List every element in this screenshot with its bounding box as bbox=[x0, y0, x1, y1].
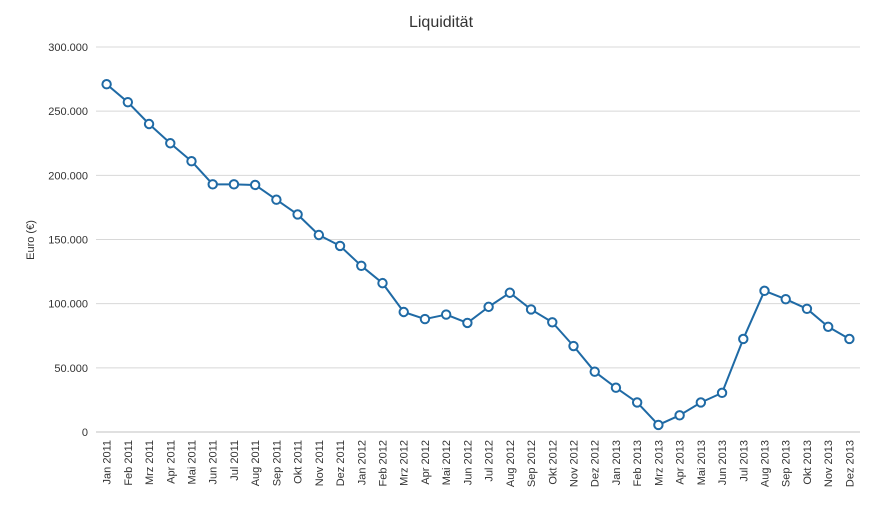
data-point[interactable] bbox=[419, 313, 431, 325]
y-tick-label: 150.000 bbox=[48, 235, 88, 247]
x-tick-label: Mai 2011 bbox=[187, 440, 199, 484]
grid-lines bbox=[96, 46, 860, 433]
y-tick-label: 100.000 bbox=[48, 299, 88, 311]
x-tick-label: Nov 2013 bbox=[823, 440, 835, 487]
x-tick-label: Jun 2013 bbox=[717, 440, 729, 485]
x-tick-label: Jan 2011 bbox=[102, 440, 114, 484]
x-tick-label: Mrz 2012 bbox=[399, 440, 411, 486]
data-point[interactable] bbox=[568, 340, 579, 352]
data-point[interactable] bbox=[547, 317, 558, 328]
y-tick-label: 50.000 bbox=[54, 363, 88, 375]
data-point[interactable] bbox=[483, 301, 494, 313]
y-tick-label: 250.000 bbox=[48, 106, 88, 118]
data-point[interactable] bbox=[844, 333, 855, 345]
x-tick-label: Sep 2011 bbox=[271, 440, 283, 486]
x-tick-label: Dez 2012 bbox=[590, 440, 602, 487]
x-tick-label: Jan 2012 bbox=[356, 440, 368, 485]
x-tick-label: Okt 2012 bbox=[547, 440, 559, 485]
data-point[interactable] bbox=[822, 321, 834, 332]
data-point[interactable] bbox=[780, 293, 791, 305]
data-point[interactable] bbox=[759, 285, 770, 297]
data-point[interactable] bbox=[653, 419, 664, 431]
data-point[interactable] bbox=[504, 287, 516, 298]
x-tick-label: Dez 2013 bbox=[844, 440, 856, 487]
data-point[interactable] bbox=[334, 240, 346, 252]
x-tick-label: Jul 2012 bbox=[484, 440, 496, 482]
y-axis-label: Euro (€) bbox=[25, 220, 37, 260]
chart-title: Liquidität bbox=[409, 14, 474, 31]
data-point[interactable] bbox=[292, 209, 303, 220]
y-tick-label: 300.000 bbox=[48, 42, 88, 54]
x-tick-label: Sep 2012 bbox=[526, 440, 538, 487]
x-tick-labels: Jan 2011 Feb 2011 Mrz 2011 Apr 2011 Mai 2011… bbox=[102, 440, 857, 487]
x-tick-label: Jun 2012 bbox=[462, 440, 474, 485]
x-tick-label: Apr 2013 bbox=[675, 440, 687, 485]
x-tick-label: Jun 2011 bbox=[208, 440, 220, 484]
data-point[interactable] bbox=[165, 138, 176, 149]
data-point[interactable] bbox=[738, 333, 749, 345]
x-tick-label: Okt 2013 bbox=[802, 440, 814, 485]
y-tick-label: 200.000 bbox=[48, 170, 88, 182]
data-point[interactable] bbox=[525, 304, 537, 315]
x-tick-label: Mai 2012 bbox=[441, 440, 453, 485]
data-point[interactable] bbox=[271, 194, 282, 205]
data-point[interactable] bbox=[356, 260, 367, 272]
x-tick-label: Aug 2012 bbox=[505, 440, 517, 487]
data-point[interactable] bbox=[143, 118, 155, 130]
x-tick-label: Apr 2011 bbox=[165, 440, 177, 484]
data-point[interactable] bbox=[186, 156, 197, 167]
data-point[interactable] bbox=[398, 306, 409, 318]
x-tick-label: Mrz 2013 bbox=[653, 440, 665, 486]
x-tick-label: Jan 2013 bbox=[611, 440, 623, 485]
data-point[interactable] bbox=[674, 410, 685, 421]
y-tick-labels: 0 50.000 100.000 150.000 200.000 250.000 300.0… bbox=[48, 42, 88, 439]
x-tick-label: Feb 2013 bbox=[632, 440, 644, 486]
data-point[interactable] bbox=[101, 79, 112, 90]
data-point[interactable] bbox=[610, 382, 622, 393]
x-tick-label: Feb 2011 bbox=[123, 440, 135, 486]
data-point[interactable] bbox=[207, 179, 218, 190]
data-point[interactable] bbox=[695, 397, 707, 408]
x-tick-label: Dez 2011 bbox=[335, 440, 347, 486]
x-tick-label: Sep 2013 bbox=[781, 440, 793, 487]
x-tick-label: Aug 2011 bbox=[250, 440, 262, 486]
data-point[interactable] bbox=[716, 387, 728, 399]
x-tick-label: Mai 2013 bbox=[696, 440, 708, 485]
data-point[interactable] bbox=[631, 397, 643, 408]
x-tick-label: Apr 2012 bbox=[420, 440, 432, 485]
data-point[interactable] bbox=[228, 179, 240, 190]
x-tick-label: Nov 2012 bbox=[569, 440, 581, 487]
x-tick-label: Okt 2011 bbox=[293, 440, 305, 484]
x-tick-label: Jul 2013 bbox=[738, 440, 750, 482]
data-point[interactable] bbox=[440, 309, 452, 320]
data-point[interactable] bbox=[801, 303, 813, 314]
series-layer bbox=[101, 79, 855, 431]
data-point[interactable] bbox=[377, 277, 388, 289]
data-point[interactable] bbox=[249, 179, 261, 191]
x-tick-label: Mrz 2011 bbox=[144, 440, 156, 485]
data-point[interactable] bbox=[122, 96, 134, 108]
x-tick-label: Aug 2013 bbox=[760, 440, 772, 487]
data-point[interactable] bbox=[589, 366, 600, 377]
x-tick-label: Jul 2011 bbox=[229, 440, 241, 481]
data-point[interactable] bbox=[462, 317, 473, 329]
data-point[interactable] bbox=[313, 229, 325, 241]
x-tick-label: Nov 2011 bbox=[314, 440, 326, 486]
y-tick-label: 0 bbox=[82, 427, 88, 439]
x-tick-label: Feb 2012 bbox=[378, 440, 390, 486]
series-line bbox=[105, 83, 850, 426]
